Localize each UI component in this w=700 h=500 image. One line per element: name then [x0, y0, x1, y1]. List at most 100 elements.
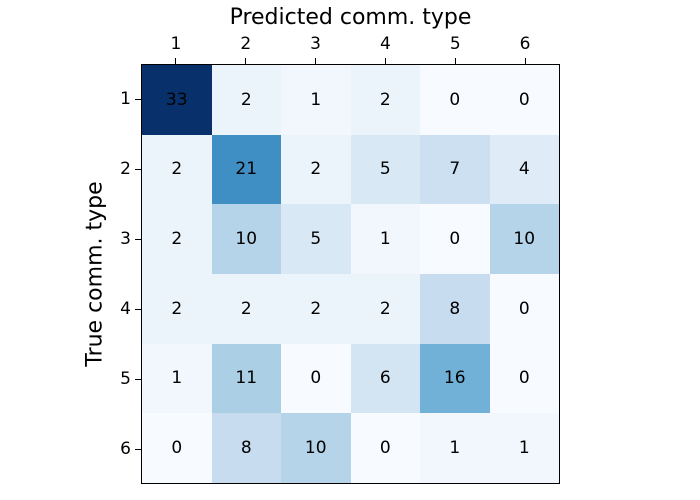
matrix-cell-value: 6 — [379, 368, 391, 389]
y-axis-title: True comm. type — [82, 181, 108, 367]
matrix-cell-r4c6: 0 — [489, 273, 559, 344]
x-tick-label-2: 2 — [240, 34, 252, 54]
matrix-cell-r4c2: 2 — [211, 273, 281, 344]
matrix-cell-value: 5 — [310, 229, 322, 250]
matrix-cell-r5c5: 16 — [420, 343, 490, 414]
matrix-cell-r2c4: 5 — [350, 134, 420, 205]
matrix-cell-value: 1 — [379, 229, 391, 250]
y-tick-label-2: 2 — [120, 159, 131, 179]
confusion-matrix-heatmap: 33 2 1 2 0 0 2 21 2 5 7 4 2 10 5 1 0 10 2 2 2 2 8 0 1 11 0 6 16 0 0 8 10… — [141, 64, 560, 484]
matrix-cell-r1c6: 0 — [489, 65, 559, 135]
matrix-cell-r2c6: 4 — [489, 134, 559, 205]
matrix-cell-r5c4: 6 — [350, 343, 420, 414]
x-tick-mark — [524, 58, 526, 64]
matrix-cell-r1c5: 0 — [420, 65, 490, 135]
y-tick-mark — [135, 98, 141, 100]
matrix-cell-value: 0 — [449, 229, 461, 250]
matrix-cell-r4c5: 8 — [420, 273, 490, 344]
matrix-cell-value: 1 — [171, 368, 183, 389]
matrix-cell-r3c5: 0 — [420, 204, 490, 274]
matrix-cell-value: 2 — [240, 298, 252, 319]
matrix-cell-r4c3: 2 — [281, 273, 351, 344]
matrix-cell-value: 2 — [379, 89, 391, 110]
x-tick-mark — [245, 58, 247, 64]
y-tick-mark — [135, 238, 141, 240]
matrix-cell-value: 0 — [518, 298, 530, 319]
matrix-cell-r3c6: 10 — [489, 204, 559, 274]
matrix-cell-value: 0 — [171, 438, 183, 459]
matrix-cell-value: 8 — [240, 438, 252, 459]
matrix-cell-r5c3: 0 — [281, 343, 351, 414]
matrix-cell-r1c2: 2 — [211, 65, 281, 135]
x-tick-mark — [384, 58, 386, 64]
matrix-cell-value: 10 — [235, 229, 258, 250]
matrix-cell-value: 10 — [304, 438, 327, 459]
x-tick-mark — [454, 58, 456, 64]
x-tick-label-5: 5 — [449, 34, 461, 54]
matrix-cell-r5c1: 1 — [142, 343, 212, 414]
matrix-cell-value: 21 — [235, 159, 258, 180]
x-tick-mark — [315, 58, 317, 64]
matrix-cell-r2c2: 21 — [211, 134, 281, 205]
x-tick-label-1: 1 — [170, 34, 182, 54]
matrix-cell-r2c3: 2 — [281, 134, 351, 205]
matrix-cell-value: 5 — [379, 159, 391, 180]
matrix-cell-value: 0 — [518, 89, 530, 110]
matrix-cell-value: 11 — [235, 368, 258, 389]
matrix-cell-r6c4: 0 — [350, 413, 420, 483]
y-tick-mark — [135, 448, 141, 450]
matrix-cell-value: 7 — [449, 159, 461, 180]
matrix-cell-value: 4 — [518, 159, 530, 180]
matrix-cell-value: 2 — [240, 89, 252, 110]
y-tick-mark — [135, 168, 141, 170]
matrix-cell-value: 0 — [310, 368, 322, 389]
matrix-cell-r1c1: 33 — [142, 65, 212, 135]
x-tick-label-3: 3 — [310, 34, 321, 54]
matrix-cell-value: 10 — [513, 229, 536, 250]
matrix-cell-r6c2: 8 — [211, 413, 281, 483]
matrix-cell-value: 33 — [165, 89, 188, 110]
matrix-cell-r3c4: 1 — [350, 204, 420, 274]
matrix-cell-r6c5: 1 — [420, 413, 490, 483]
y-tick-label-1: 1 — [120, 89, 131, 109]
matrix-cell-r3c1: 2 — [142, 204, 212, 274]
y-tick-label-4: 4 — [120, 299, 131, 319]
matrix-cell-r3c2: 10 — [211, 204, 281, 274]
matrix-cell-r4c1: 2 — [142, 273, 212, 344]
matrix-cell-r2c5: 7 — [420, 134, 490, 205]
y-tick-label-3: 3 — [120, 229, 131, 249]
matrix-cell-r6c1: 0 — [142, 413, 212, 483]
y-tick-label-5: 5 — [120, 369, 131, 389]
matrix-cell-value: 0 — [518, 368, 530, 389]
x-tick-mark — [175, 58, 177, 64]
matrix-cell-value: 2 — [310, 298, 322, 319]
matrix-cell-value: 0 — [449, 89, 461, 110]
matrix-cell-r1c3: 1 — [281, 65, 351, 135]
matrix-cell-r1c4: 2 — [350, 65, 420, 135]
matrix-cell-r6c6: 1 — [489, 413, 559, 483]
matrix-cell-value: 1 — [449, 438, 461, 459]
matrix-cell-value: 1 — [310, 89, 322, 110]
matrix-cell-r6c3: 10 — [281, 413, 351, 483]
x-axis-title: Predicted comm. type — [229, 5, 472, 30]
x-tick-label-4: 4 — [379, 34, 391, 54]
x-tick-label-6: 6 — [519, 34, 531, 54]
matrix-cell-r4c4: 2 — [350, 273, 420, 344]
matrix-cell-value: 1 — [518, 438, 530, 459]
matrix-cell-r5c6: 0 — [489, 343, 559, 414]
matrix-cell-r5c2: 11 — [211, 343, 281, 414]
y-tick-label-6: 6 — [120, 439, 131, 459]
matrix-cell-value: 2 — [310, 159, 322, 180]
matrix-cell-value: 2 — [379, 298, 391, 319]
y-tick-mark — [135, 308, 141, 310]
matrix-cell-value: 2 — [171, 159, 183, 180]
matrix-cell-value: 16 — [443, 368, 466, 389]
y-tick-mark — [135, 378, 141, 380]
matrix-cell-r3c3: 5 — [281, 204, 351, 274]
matrix-cell-value: 0 — [379, 438, 391, 459]
matrix-cell-value: 8 — [449, 298, 461, 319]
matrix-cell-r2c1: 2 — [142, 134, 212, 205]
matrix-cell-value: 2 — [171, 229, 183, 250]
matrix-cell-value: 2 — [171, 298, 183, 319]
